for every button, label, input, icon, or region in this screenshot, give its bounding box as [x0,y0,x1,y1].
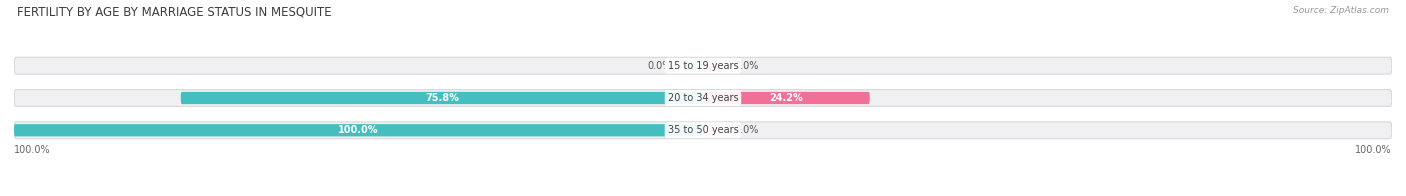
Text: 100.0%: 100.0% [339,125,378,135]
Text: 24.2%: 24.2% [769,93,803,103]
Text: 35 to 50 years: 35 to 50 years [668,125,738,135]
Text: 20 to 34 years: 20 to 34 years [668,93,738,103]
Text: 75.8%: 75.8% [425,93,458,103]
Text: 100.0%: 100.0% [1355,145,1392,155]
FancyBboxPatch shape [682,60,703,72]
FancyBboxPatch shape [14,57,1392,74]
FancyBboxPatch shape [703,60,724,72]
FancyBboxPatch shape [14,124,703,136]
FancyBboxPatch shape [703,124,724,136]
FancyBboxPatch shape [14,122,1392,139]
Text: 0.0%: 0.0% [734,125,758,135]
FancyBboxPatch shape [181,92,703,104]
Text: FERTILITY BY AGE BY MARRIAGE STATUS IN MESQUITE: FERTILITY BY AGE BY MARRIAGE STATUS IN M… [17,6,332,19]
Text: 0.0%: 0.0% [648,61,672,71]
Text: 15 to 19 years: 15 to 19 years [668,61,738,71]
Text: 0.0%: 0.0% [734,61,758,71]
FancyBboxPatch shape [14,90,1392,106]
FancyBboxPatch shape [703,92,870,104]
Text: 100.0%: 100.0% [14,145,51,155]
Text: Source: ZipAtlas.com: Source: ZipAtlas.com [1294,6,1389,15]
